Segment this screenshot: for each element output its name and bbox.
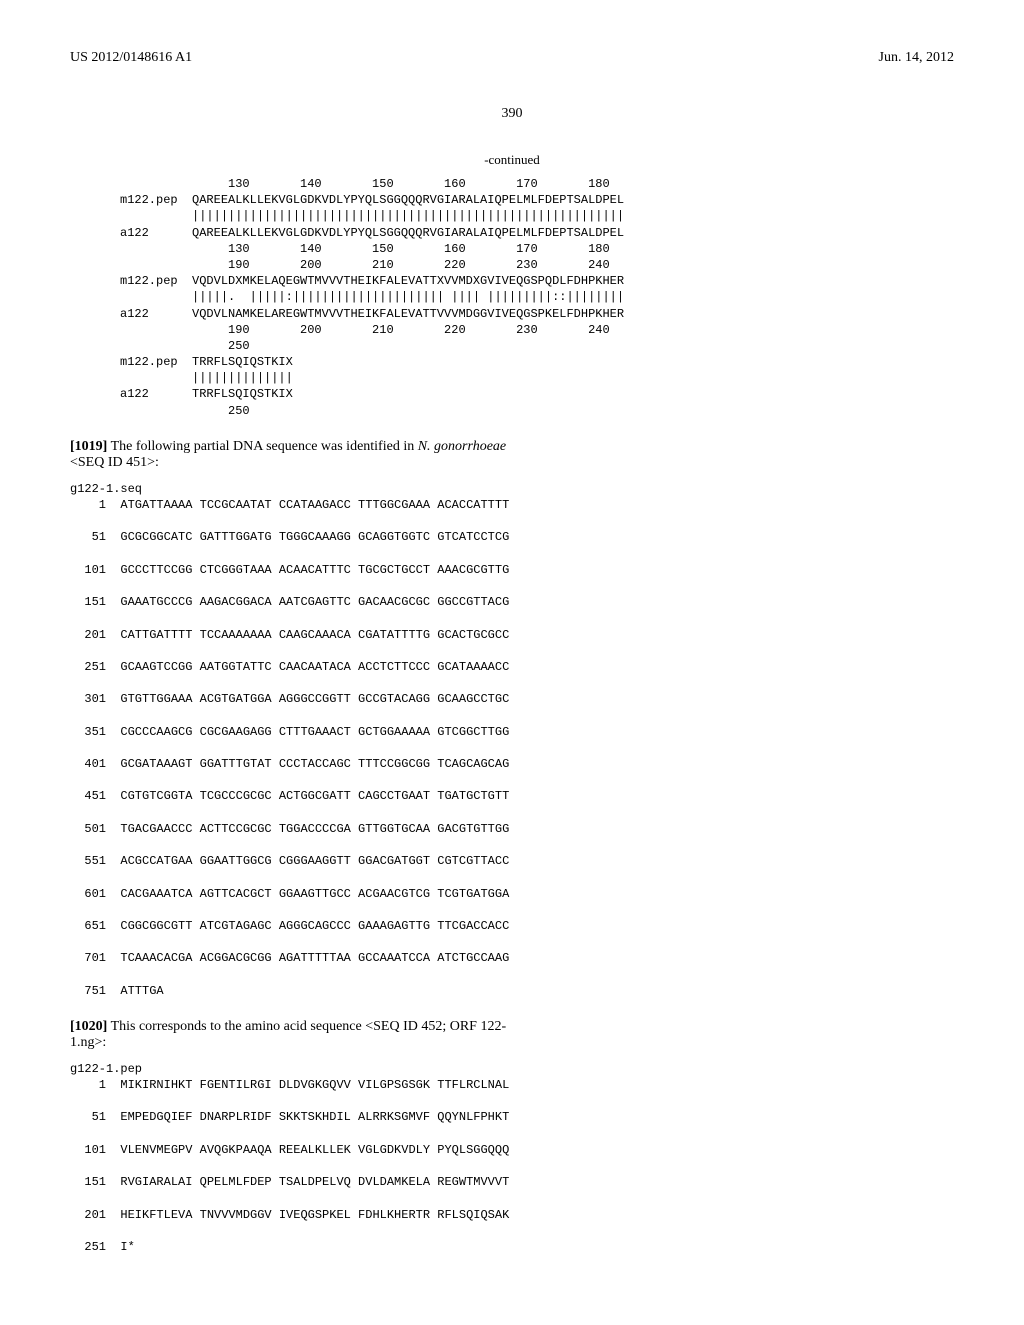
alignment-sequence-block: 130 140 150 160 170 180 m122.pep QAREEAL… xyxy=(120,176,954,419)
page-header: US 2012/0148616 A1 Jun. 14, 2012 xyxy=(70,50,954,66)
publication-number: US 2012/0148616 A1 xyxy=(70,50,192,66)
page-number: 390 xyxy=(70,106,954,122)
para-text-2: <SEQ ID 451>: xyxy=(70,455,159,470)
dna-sequence-block: g122-1.seq 1 ATGATTAAAA TCCGCAATAT CCATA… xyxy=(70,481,954,999)
para-number: [1019] xyxy=(70,439,107,454)
paragraph-1020: [1020] This corresponds to the amino aci… xyxy=(70,1019,510,1051)
para-text-1: The following partial DNA sequence was i… xyxy=(107,439,417,454)
para-text: This corresponds to the amino acid seque… xyxy=(70,1019,506,1050)
organism-name: N. gonorrhoeae xyxy=(418,439,506,454)
page-container: US 2012/0148616 A1 Jun. 14, 2012 390 -co… xyxy=(0,0,1024,1325)
continued-label: -continued xyxy=(70,152,954,168)
peptide-sequence-block: g122-1.pep 1 MIKIRNIHKT FGENTILRGI DLDVG… xyxy=(70,1061,954,1255)
paragraph-1019: [1019] The following partial DNA sequenc… xyxy=(70,439,510,471)
publication-date: Jun. 14, 2012 xyxy=(879,50,954,66)
para-number: [1020] xyxy=(70,1019,107,1034)
